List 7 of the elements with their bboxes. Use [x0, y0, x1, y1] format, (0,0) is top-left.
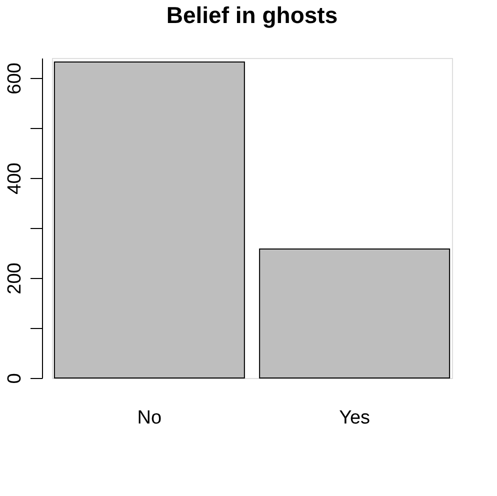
y-tick-label: 400 — [4, 162, 26, 194]
x-tick-label: Yes — [339, 408, 370, 428]
chart-title: Belief in ghosts — [166, 2, 338, 28]
y-tick-label: 600 — [4, 62, 26, 94]
y-tick-label: 0 — [4, 373, 26, 384]
x-tick-label: No — [137, 408, 162, 428]
y-tick-label: 200 — [4, 262, 26, 294]
